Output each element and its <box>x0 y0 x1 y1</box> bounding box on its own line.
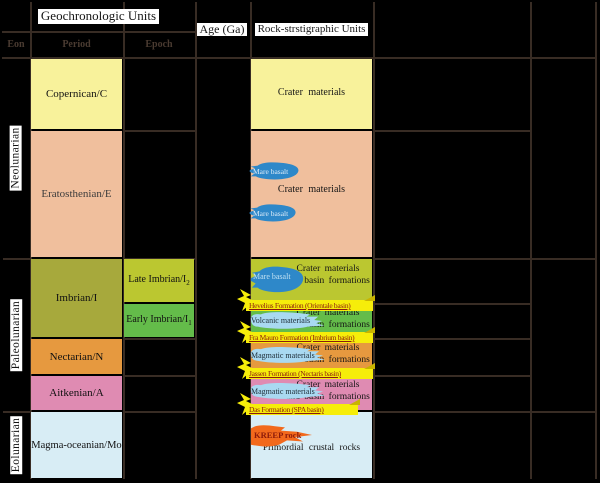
formation-label-fra-mauro: Fra Mauro Formation (Imbrium basin) <box>249 333 355 342</box>
mare-basalt-blob: Mare basalt <box>249 266 306 293</box>
magmatic-materials-blob: Magmatic materials <box>249 382 334 400</box>
grid-line <box>374 411 597 413</box>
grid-line <box>374 130 530 132</box>
lightning-bolt-icon <box>236 289 254 311</box>
rock-row-copernican <box>251 59 372 129</box>
period-cell-imbrian: Imbrian/I <box>31 259 122 337</box>
period-label-imbrian: Imbrian/I <box>55 292 98 304</box>
grid-line <box>124 130 195 132</box>
formation-label-jassen: Jassen Formation (Nectaris basin) <box>249 369 341 378</box>
period-label-eratosthenian: Eratosthenian/E <box>41 188 112 200</box>
blob-shape-icon <box>250 266 304 293</box>
header-eon-label: Eon <box>7 38 25 50</box>
grid-line <box>374 338 530 340</box>
grid-line <box>3 411 30 413</box>
grid-line <box>595 2 597 479</box>
eon-cell-eolunarian: Eolunarian <box>3 412 29 478</box>
formation-banner-hevelius: Hevelius Formation (Orientale basin) <box>246 295 375 311</box>
grid-line <box>124 375 195 377</box>
epoch-cell-late-imbrian: Late Imbrian/I2 <box>124 259 194 302</box>
formation-label-hevelius: Hevelius Formation (Orientale basin) <box>249 301 351 310</box>
header-eon: Eon <box>3 32 29 56</box>
grid-line <box>124 338 195 340</box>
eon-cell-paleolunarian: Paleolunarian <box>3 259 29 410</box>
period-label-magma-oceanian: Magma-oceanian/Mo <box>31 439 122 451</box>
grid-line <box>374 258 597 260</box>
grid-line <box>2 31 195 33</box>
header-age-ga: Age (Ga) <box>196 3 248 56</box>
eon-cell-neolunarian: Neolunarian <box>3 59 29 257</box>
grid-line <box>373 2 375 479</box>
kreep-rock-blob: KREEP rock <box>251 423 313 448</box>
period-cell-copernican: Copernican/C <box>31 59 122 129</box>
period-label-aitkenian: Aitkenian/A <box>49 387 104 399</box>
header-geochronologic-units-label: Geochronologic Units <box>37 8 160 24</box>
magmatic-materials-blob: Magmatic materials <box>249 346 334 364</box>
mare-basalt-blob: Mare basalt <box>248 162 301 180</box>
rock-text-primordial: Primordial crustal rocks <box>262 443 361 453</box>
eon-label-eolunarian: Eolunarian <box>10 415 23 475</box>
header-rock-stratigraphic-units-label: Rock-strstigraphic Units <box>254 23 369 36</box>
lightning-bolt-icon <box>236 357 254 379</box>
grid-line <box>195 2 197 479</box>
rock-text-late-imbrian: Crater materials and basin formations <box>286 264 370 286</box>
blob-shape-icon <box>251 425 312 447</box>
grid-line <box>374 303 530 305</box>
period-cell-nectarian: Nectarian/N <box>31 339 122 374</box>
blob-shape-icon <box>250 312 325 329</box>
header-geochronologic-units: Geochronologic Units <box>3 3 194 30</box>
formation-label-das: Das Formation (SPA basin) <box>249 405 324 414</box>
blob-shape-icon <box>249 162 299 180</box>
lightning-bolt-icon <box>236 393 254 415</box>
epoch-label-late-imbrian: Late Imbrian/I2 <box>128 274 190 287</box>
eon-label-neolunarian: Neolunarian <box>10 125 22 191</box>
volcanic-materials-blob: Volcanic materials <box>249 311 333 330</box>
formation-banner-das: Das Formation (SPA basin) <box>246 399 360 415</box>
header-epoch: Epoch <box>124 32 194 56</box>
grid-line <box>123 2 125 479</box>
rock-row-eratosthenian <box>251 131 372 257</box>
rock-text-eratosthenian-crater: Crater materials <box>277 184 346 195</box>
epoch-label-early-imbrian: Early Imbrian/I1 <box>126 314 192 327</box>
grid-line <box>2 57 597 59</box>
blob-shape-icon <box>250 383 325 399</box>
rock-text-nectarian: Crater materials and basin formations <box>286 343 370 365</box>
header-rock-stratigraphic-units: Rock-strstigraphic Units <box>251 3 372 56</box>
period-cell-aitkenian: Aitkenian/A <box>31 376 122 410</box>
rock-text-aitkenian: Crater materials and basin formations <box>286 380 370 402</box>
grid-line <box>3 258 30 260</box>
eon-label-paleolunarian: Paleolunarian <box>10 298 22 371</box>
epoch-cell-early-imbrian: Early Imbrian/I1 <box>124 304 194 337</box>
header-epoch-label: Epoch <box>145 38 173 50</box>
period-label-copernican: Copernican/C <box>45 88 108 100</box>
formation-banner-jassen: Jassen Formation (Nectaris basin) <box>246 363 375 379</box>
rock-text-copernican-crater: Crater materials <box>277 87 346 98</box>
grid-line <box>530 2 532 479</box>
grid-line <box>124 411 195 413</box>
header-period: Period <box>31 32 122 56</box>
period-cell-eratosthenian: Eratosthenian/E <box>31 131 122 257</box>
formation-banner-fra-mauro: Fra Mauro Formation (Imbrium basin) <box>246 327 375 343</box>
mare-basalt-blob: Mare basalt <box>248 204 298 222</box>
lightning-bolt-icon <box>236 321 254 343</box>
blob-shape-icon <box>250 347 325 363</box>
blob-shape-icon <box>249 204 296 222</box>
header-age-ga-label: Age (Ga) <box>196 22 248 37</box>
rock-text-early-imbrian: Crater materials and basin formations <box>286 308 370 330</box>
header-period-label: Period <box>62 38 91 50</box>
period-label-nectarian: Nectarian/N <box>49 350 104 363</box>
grid-line <box>374 375 530 377</box>
period-cell-magma-oceanian: Magma-oceanian/Mo <box>31 412 122 478</box>
